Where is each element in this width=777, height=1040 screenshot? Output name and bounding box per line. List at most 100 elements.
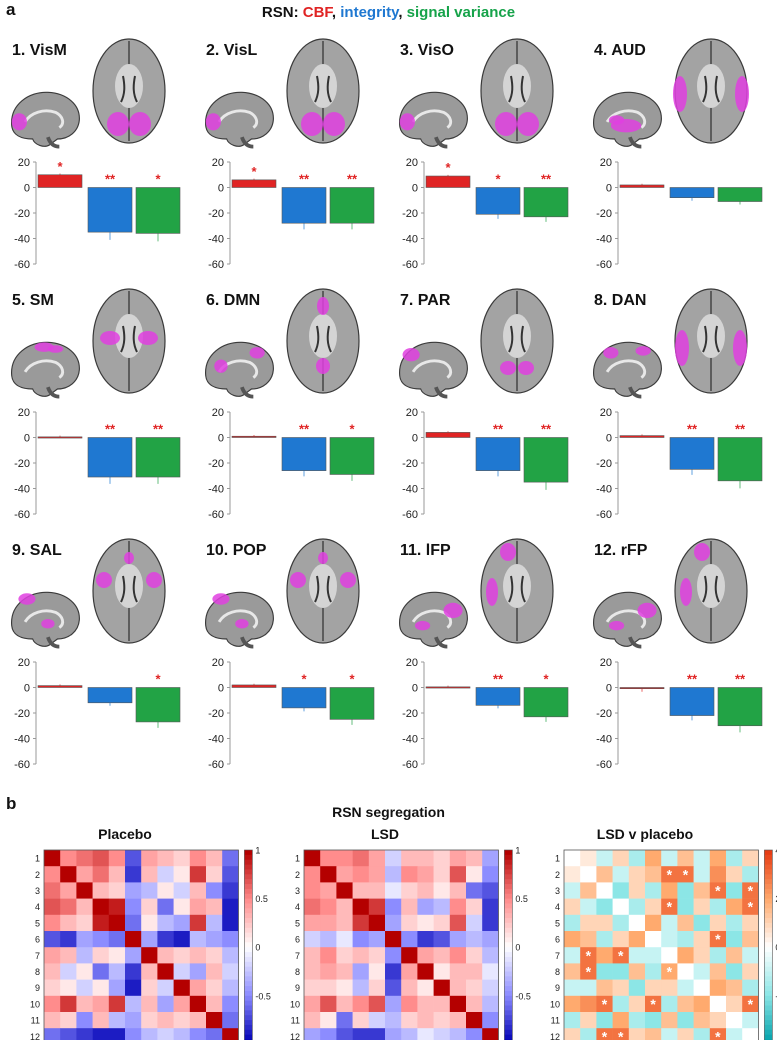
heatmap-cell [141,931,158,948]
colorbar-segment [764,1015,773,1021]
heatmap-cell [320,914,337,932]
network-panel: 11. lFP 20 0 -20 -40 -60 ** * [390,536,580,776]
y-tick-label: -40 [596,234,612,246]
row-label: 6 [555,935,560,945]
heatmap-cell [709,1012,727,1029]
heatmap-cell [44,914,61,932]
heatmap-cell [60,850,77,867]
significance-stars: * [57,159,63,174]
heatmap-cell [482,882,499,899]
heatmap-cell [628,979,646,997]
bar [475,187,521,215]
heatmap-cell [385,1012,402,1029]
colorbar-segment [504,976,513,982]
heatmap-cell [693,947,711,964]
y-tick-label: 20 [212,157,224,169]
network-panel: 10. POP 20 0 -20 -40 -60 * * [196,536,386,776]
heatmap-cell [564,979,581,997]
heatmap-cell [125,931,142,948]
bar-chart: 200-20-40-60**** [596,407,763,521]
heatmap-cell [596,963,613,980]
heatmap-cell [466,947,483,964]
heatmap-cell [206,963,223,980]
heatmap-cell [482,931,499,948]
significance-stars: ** [105,422,116,437]
heatmap-cell [596,1028,613,1040]
legend-prefix: RSN: [261,4,303,21]
colorbar-segment [244,1000,253,1007]
sagittal-brain-outline [399,91,468,147]
heatmap-cell [417,1028,434,1040]
heatmap-cell [693,979,711,997]
heatmap-cell [157,963,174,980]
heatmap-cell [206,1012,223,1029]
heatmap-cell [125,898,142,916]
heatmap-cell [693,914,711,932]
bar [717,187,763,202]
axial-brain-image [480,288,554,394]
heatmap-cell [173,914,191,932]
activation-blob [235,619,249,629]
heatmap-cell [466,979,483,997]
colorbar-segment [244,1029,253,1036]
heatmap-cell [726,963,743,980]
axial-brain-image [480,538,554,644]
bar [717,687,763,727]
heatmap-cell [173,866,191,883]
heatmap-cell [368,931,386,948]
activation-blob [290,572,306,588]
heatmap-cell [433,1012,451,1029]
heatmap-cell [125,866,142,883]
y-tick-label: 20 [212,657,224,669]
heatmap-cell [60,931,77,948]
heatmap-cell [222,963,239,980]
y-tick-label: 20 [18,407,30,419]
colorbar-segment [764,1000,773,1007]
row-label: 5 [555,918,560,928]
colorbar-segment [764,966,773,972]
heatmap-cell [44,963,61,980]
inner-white-matter [115,64,143,108]
sagittal-brain-image [11,91,80,149]
bar-chart: 200-20-40-60**** [14,157,181,271]
heatmap-cell [336,866,353,883]
activation-blob [399,113,415,131]
bar [231,435,277,438]
heatmap-cell [108,882,126,899]
heatmap-cell [173,947,191,964]
heatmap-cell [125,963,142,980]
y-tick-label: 0 [24,183,30,195]
colorbar-segment [244,908,253,914]
heatmap-cell [336,882,353,899]
heatmap-cell [401,914,418,932]
heatmap-cell [726,1012,743,1029]
heatmap-cell [108,850,126,867]
heatmap-cell [385,1028,402,1040]
heatmap-cell [661,850,678,867]
heatmap-cell [352,914,370,932]
bar-chart: 20 0 -20 -40 -60 * * [208,657,375,771]
network-panel: 5. SM 20 0 -20 -40 -60 ** ** [2,286,192,526]
colorbar-segment [764,1010,773,1016]
heatmap-cell [108,898,126,916]
heatmap-cell [433,947,451,964]
colorbar-segment [764,947,773,953]
inner-white-matter [309,314,337,358]
brainstem-shape [628,136,642,149]
bar [329,437,375,475]
heatmap-cell [466,914,483,932]
heatmap-cell [336,979,353,997]
significance-stars: ** [541,422,552,437]
activation-blob [637,602,657,619]
heatmap-cell [304,882,321,899]
heatmap-cell [320,931,337,948]
colorbar-segment [504,986,513,992]
significance-stars: ** [299,172,310,187]
activation-blob [107,112,129,136]
sagittal-brain-image [205,591,274,649]
panel-letter-a: a [6,0,16,19]
heatmap-cell [320,1028,337,1040]
heatmap-cell [352,947,370,964]
heatmap-cell [466,898,483,916]
activation-blob [138,331,158,345]
